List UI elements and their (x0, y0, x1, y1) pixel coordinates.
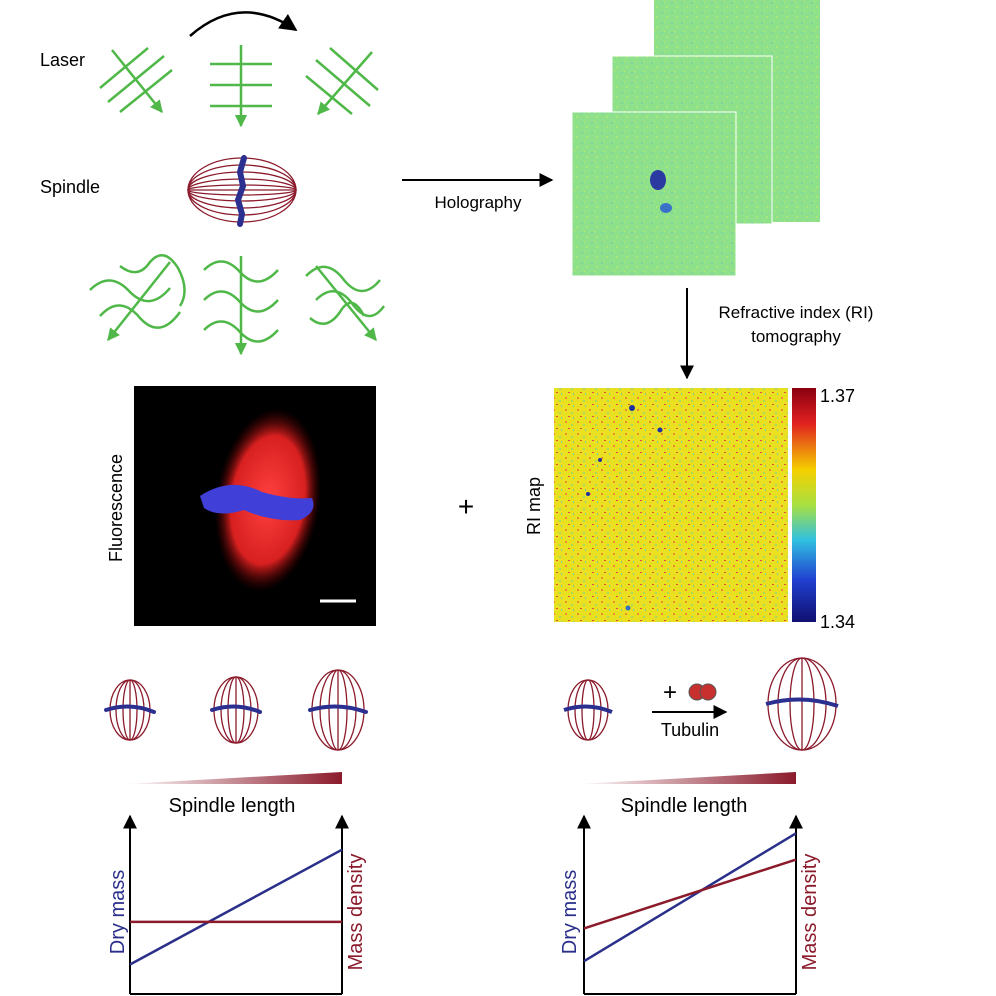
ri-tomography-label-line2: tomography (751, 327, 841, 346)
plot-left-xlabel: Spindle length (169, 795, 296, 817)
plot-right-ylabel-left: Dry mass (559, 870, 581, 954)
laser-beam-right (305, 47, 379, 115)
plot-left-ylabel-right: Mass density (345, 854, 367, 971)
tubulin-plus-sign: + (663, 679, 677, 706)
tubulin-spindle-after (765, 657, 839, 751)
chromosome-band (234, 155, 247, 227)
scattered-wave-center (203, 256, 279, 356)
chromosome-spot (650, 170, 666, 190)
colorbar-max-label: 1.37 (820, 386, 855, 406)
plus-sign: + (458, 491, 474, 522)
plot-right-mass-density-line (583, 858, 797, 930)
plot-right-xlabel: Spindle length (621, 795, 748, 817)
ri-map-label: RI map (524, 477, 544, 535)
colorbar-min-label: 1.34 (820, 612, 855, 632)
scattered-wave-left (89, 254, 186, 341)
holography-label: Holography (435, 193, 522, 212)
plot-right-ylabel-right: Mass density (799, 854, 821, 971)
tubulin-label: Tubulin (661, 720, 719, 740)
spindle-length-ramp-left (124, 772, 342, 784)
spindle-series-chromosomes (104, 704, 368, 714)
plot-left-ylabel-left: Dry mass (107, 870, 129, 954)
plot-left-dry-mass-line (129, 848, 343, 966)
plot-left: Spindle length Dry mass Mass density (107, 795, 367, 995)
plot-right-dry-mass-line (583, 832, 797, 963)
spindle-label: Spindle (40, 177, 100, 197)
scattered-wave-right (305, 265, 386, 341)
spindle-length-ramp-right (578, 772, 796, 784)
holography-image-stack (571, 0, 820, 277)
ri-tomography-label-line1: Refractive index (RI) (719, 303, 874, 322)
rotation-arrow (189, 11, 298, 37)
fluorescence-image (134, 386, 376, 626)
laser-beam-left (99, 47, 173, 113)
plot-right: Spindle length Dry mass Mass density (559, 795, 821, 995)
ri-map-image (554, 388, 788, 622)
tubulin-spindle-before (563, 679, 613, 741)
laser-beam-center (210, 45, 272, 128)
spindle-large (311, 669, 365, 751)
colorbar (792, 388, 816, 622)
fluorescence-label: Fluorescence (106, 454, 126, 562)
laser-label: Laser (40, 50, 85, 70)
